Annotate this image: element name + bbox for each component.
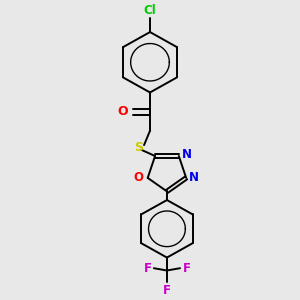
Text: F: F: [182, 262, 190, 275]
Text: F: F: [143, 262, 152, 275]
Text: N: N: [182, 148, 192, 161]
Text: O: O: [118, 105, 128, 118]
Text: F: F: [163, 284, 171, 297]
Text: S: S: [134, 141, 143, 154]
Text: Cl: Cl: [144, 4, 156, 17]
Text: O: O: [133, 171, 143, 184]
Text: N: N: [189, 171, 199, 184]
